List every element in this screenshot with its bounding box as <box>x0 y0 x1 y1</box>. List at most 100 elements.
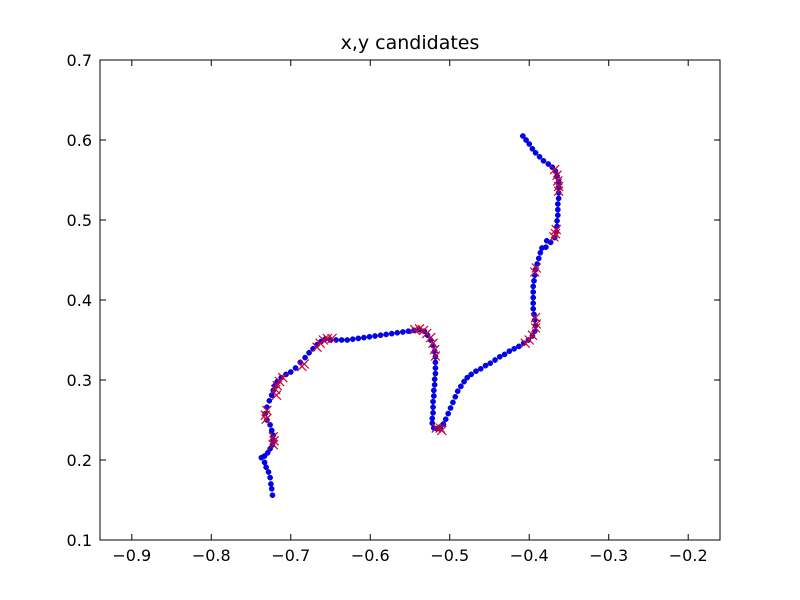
data-point <box>383 331 390 338</box>
data-point <box>388 330 395 337</box>
data-point <box>258 454 265 461</box>
ticks-layer: −0.9 −0.8 −0.7 −0.6 −0.5 −0.4 −0.3 −0.2 0.1 0.2 0.… <box>67 51 720 565</box>
data-point <box>268 392 275 399</box>
data-point <box>431 376 438 383</box>
data-point <box>430 404 436 411</box>
candidate-x-marker <box>268 439 279 450</box>
data-point <box>429 415 436 422</box>
data-point <box>554 212 561 219</box>
candidate-x-marker <box>553 181 564 192</box>
data-point <box>540 157 547 164</box>
data-point <box>511 345 517 352</box>
data-point <box>530 305 537 312</box>
data-point <box>539 245 545 251</box>
data-point <box>292 365 299 371</box>
data-point <box>464 374 471 381</box>
data-point <box>268 481 274 487</box>
data-point <box>477 365 484 372</box>
candidate-x-marker <box>530 323 541 333</box>
candidate-x-marker <box>520 338 531 349</box>
data-point <box>492 357 498 363</box>
candidate-x-marker <box>551 224 562 235</box>
x-tick-label: −0.6 <box>351 546 390 565</box>
data-point <box>399 329 406 335</box>
data-point <box>531 311 537 318</box>
data-point <box>262 410 269 417</box>
candidate-x-marker <box>271 390 282 401</box>
data-point <box>430 387 437 394</box>
candidate-x-marker <box>296 361 307 372</box>
data-point <box>430 393 437 399</box>
candidate-x-marker <box>529 267 540 277</box>
data-point <box>287 369 294 375</box>
data-point <box>268 427 275 434</box>
data-point <box>338 337 345 343</box>
x-tick-label: −0.2 <box>669 546 708 565</box>
data-point <box>520 133 526 139</box>
candidate-x-marker <box>549 164 560 175</box>
data-point <box>432 359 439 366</box>
data-point <box>530 294 537 301</box>
data-point <box>473 368 479 375</box>
y-tick-label: 0.2 <box>67 451 92 470</box>
x-tick-label: −0.4 <box>510 546 549 565</box>
data-point <box>377 332 384 339</box>
data-point <box>530 289 537 295</box>
y-tick-label: 0.5 <box>67 211 92 230</box>
data-point <box>372 333 378 339</box>
candidate-x-marker <box>527 330 538 341</box>
data-point <box>458 383 464 390</box>
x-tick-label: −0.7 <box>271 546 310 565</box>
data-point <box>431 381 438 388</box>
candidate-x-marker <box>429 344 440 355</box>
data-point <box>344 337 351 343</box>
data-point <box>531 277 537 284</box>
data-point <box>267 421 273 428</box>
candidate-x-marker <box>261 414 272 425</box>
y-tick-label: 0.7 <box>67 51 92 70</box>
data-point <box>530 283 537 290</box>
y-tick-label: 0.3 <box>67 371 92 390</box>
data-point <box>545 161 552 167</box>
data-point <box>468 371 475 378</box>
data-point <box>265 469 272 475</box>
candidate-x-marker <box>436 425 447 436</box>
data-point <box>555 195 562 202</box>
candidate-x-marker <box>409 324 420 335</box>
data-point <box>487 360 494 367</box>
candidate-x-marker <box>550 228 561 239</box>
candidate-x-marker <box>431 423 442 433</box>
data-point <box>349 336 356 343</box>
data-point <box>452 393 459 400</box>
data-point <box>306 349 312 356</box>
data-point <box>454 388 461 395</box>
data-point <box>501 351 508 358</box>
y-tick-label: 0.1 <box>67 531 92 550</box>
data-point <box>432 370 439 377</box>
candidate-x-marker <box>269 435 280 446</box>
data-point <box>361 334 367 341</box>
data-point <box>267 474 273 481</box>
data-point <box>430 409 436 416</box>
data-point <box>516 343 522 350</box>
data-point <box>263 464 269 471</box>
data-point <box>523 137 529 143</box>
data-point <box>554 206 561 213</box>
candidate-x-marker <box>260 410 271 421</box>
data-layer <box>258 133 564 499</box>
data-point <box>536 153 543 160</box>
data-point <box>269 492 276 499</box>
data-point <box>447 405 454 411</box>
data-point <box>555 189 562 196</box>
data-point <box>554 217 560 224</box>
data-point <box>461 378 467 385</box>
data-point <box>530 300 537 307</box>
x-tick-label: −0.8 <box>192 546 231 565</box>
y-tick-label: 0.6 <box>67 131 92 150</box>
data-point <box>543 237 550 244</box>
data-point <box>266 397 273 404</box>
data-point <box>431 348 438 355</box>
data-point <box>432 365 439 371</box>
data-point <box>526 141 533 147</box>
candidate-x-marker <box>548 231 559 242</box>
